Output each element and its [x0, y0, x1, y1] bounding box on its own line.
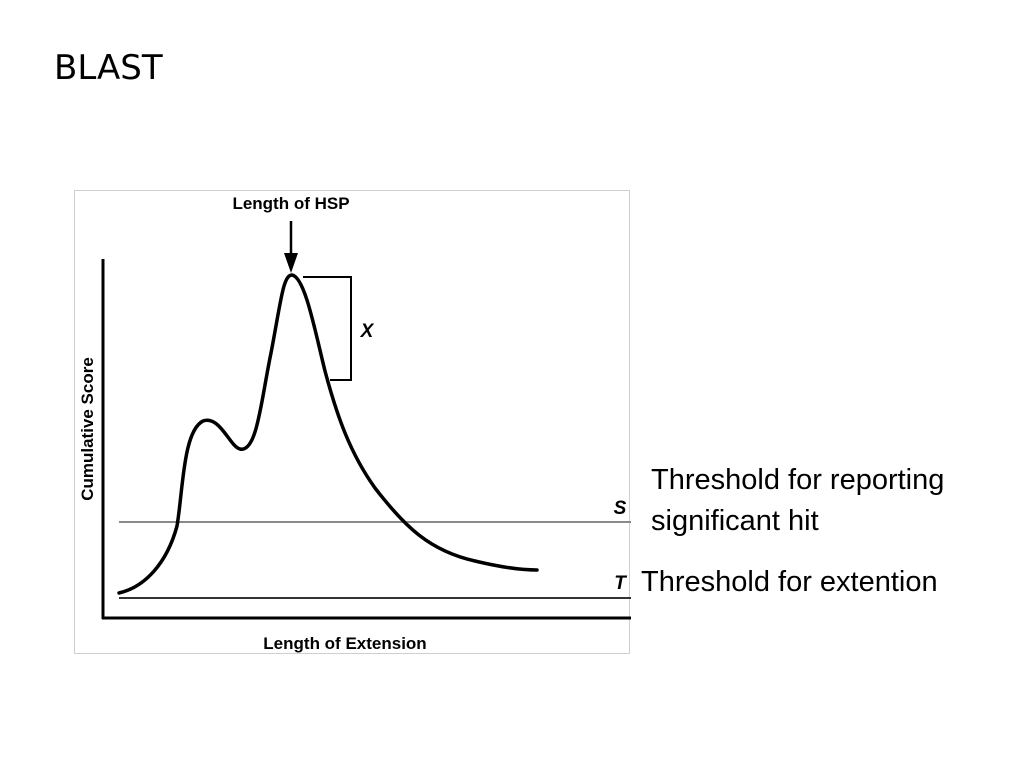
s-threshold-note-line2: significant hit — [651, 505, 819, 537]
t-line-label: T — [614, 573, 627, 594]
hsp-arrow-head — [284, 253, 298, 273]
hsp-length-label: Length of HSP — [232, 194, 349, 213]
s-line-label: S — [614, 498, 627, 519]
s-threshold-note: Threshold for reporting significant hit — [651, 460, 944, 542]
x-drop-bracket — [303, 276, 352, 381]
t-threshold-note: Threshold for extention — [641, 566, 938, 598]
x-axis-label: Length of Extension — [263, 634, 426, 653]
blast-score-figure: Length of HSP Cumulative Score Length of… — [74, 190, 631, 654]
blast-score-diagram: Length of HSP Cumulative Score Length of… — [78, 194, 631, 653]
y-axis-label: Cumulative Score — [78, 357, 97, 501]
cumulative-score-curve — [117, 273, 539, 595]
slide-title: BLAST — [54, 48, 163, 88]
s-threshold-note-line1: Threshold for reporting — [651, 464, 945, 496]
x-drop-label: X — [360, 321, 375, 342]
